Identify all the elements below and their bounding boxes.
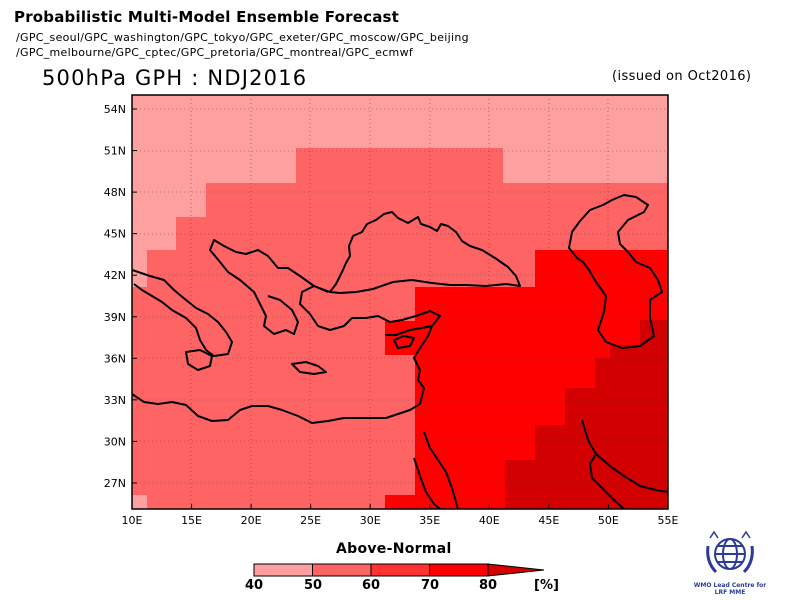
persian-gulf-coast <box>581 419 668 493</box>
forecast-title: Probabilistic Multi-Model Ensemble Forec… <box>14 8 400 26</box>
cyprus-coast <box>393 335 415 349</box>
lon-label-20E: 20E <box>241 514 262 527</box>
lon-label-35E: 35E <box>419 514 440 527</box>
lon-label-50E: 50E <box>598 514 619 527</box>
black-sea-coast <box>329 211 521 294</box>
lat-label-45N: 45N <box>104 228 126 241</box>
lon-label-15E: 15E <box>181 514 202 527</box>
sinai-coast <box>423 431 459 509</box>
lat-label-51N: 51N <box>104 145 126 158</box>
red-sea-coast <box>413 457 441 509</box>
lon-label-55E: 55E <box>657 514 678 527</box>
lat-label-36N: 36N <box>104 352 126 365</box>
sicily-coast <box>185 349 213 371</box>
colorbar-box-3 <box>429 563 489 577</box>
contributing-centres-line1: /GPC_seoul/GPC_washington/GPC_tokyo/GPC_… <box>16 31 469 44</box>
crete-coast <box>291 361 327 375</box>
lat-label-27N: 27N <box>104 477 126 490</box>
lat-label-30N: 30N <box>104 435 126 448</box>
colorbar-title: Above-Normal <box>336 541 452 557</box>
contributing-centres-line2: /GPC_melbourne/GPC_cptec/GPC_pretoria/GP… <box>16 46 414 59</box>
issued-date: (issued on Oct2016) <box>612 69 752 84</box>
anatolia-coast <box>299 285 441 331</box>
lat-label-48N: 48N <box>104 186 126 199</box>
italy-coast <box>132 269 233 357</box>
wmo-logo <box>706 530 754 574</box>
map-frame <box>131 94 669 510</box>
lon-label-25E: 25E <box>300 514 321 527</box>
north-africa-coast <box>132 325 433 424</box>
coastlines <box>132 194 668 509</box>
colorbar-box-0 <box>253 563 313 577</box>
colorbar-tick-3: 70 <box>420 578 440 593</box>
lon-label-45E: 45E <box>538 514 559 527</box>
colorbar-arrow <box>487 563 545 577</box>
probability-field <box>132 95 668 509</box>
balkan-coast <box>209 239 331 335</box>
graticule <box>132 95 668 509</box>
lon-label-30E: 30E <box>360 514 381 527</box>
arabia-gulf-coast <box>589 453 625 509</box>
lat-label-54N: 54N <box>104 103 126 116</box>
colorbar-tick-4: 80 <box>478 578 498 593</box>
lon-label-10E: 10E <box>122 514 143 527</box>
colorbar-unit: [%] <box>534 578 559 593</box>
lat-label-42N: 42N <box>104 269 126 282</box>
wmo-logo-text: WMO Lead Centre for LRF MME <box>693 582 767 596</box>
map-title: 500hPa GPH : NDJ2016 <box>42 66 308 90</box>
lat-label-33N: 33N <box>104 394 126 407</box>
lon-label-40E: 40E <box>479 514 500 527</box>
prob-region-above-80 <box>505 320 668 509</box>
colorbar-tick-1: 50 <box>303 578 323 593</box>
colorbar-box-1 <box>312 563 372 577</box>
lat-label-39N: 39N <box>104 311 126 324</box>
caspian-sea-coast <box>568 194 663 349</box>
colorbar <box>253 563 545 577</box>
colorbar-box-2 <box>370 563 430 577</box>
colorbar-tick-2: 60 <box>361 578 381 593</box>
colorbar-tick-0: 40 <box>244 578 264 593</box>
